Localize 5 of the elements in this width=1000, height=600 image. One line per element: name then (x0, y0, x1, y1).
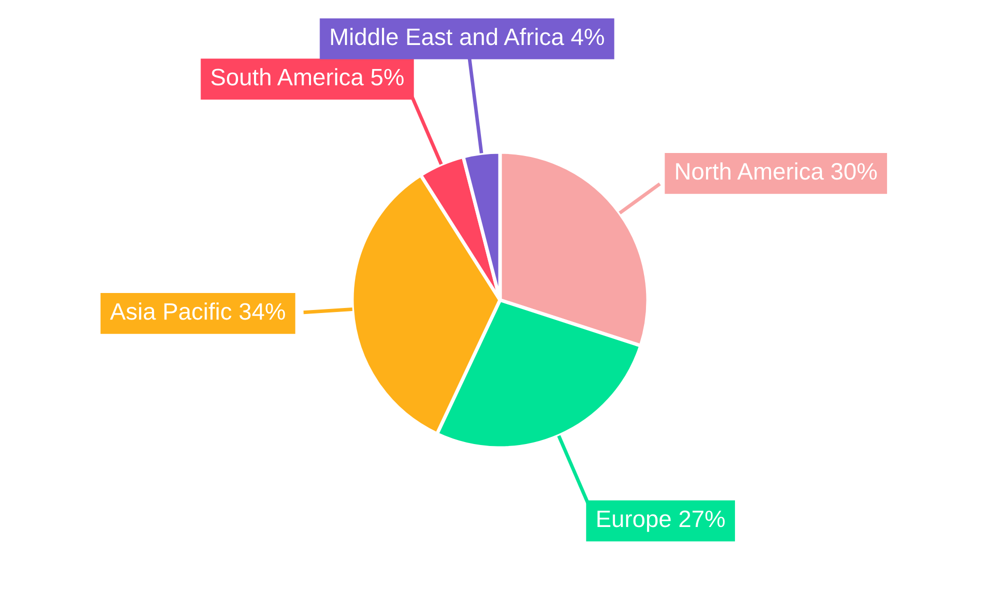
slice-label: South America 5% (211, 68, 404, 86)
slice-label: Europe 27% (598, 510, 725, 532)
slice-label: Middle East and Africa 4% (331, 28, 604, 46)
slice-label: Asia Pacific 34% (110, 302, 285, 320)
slice-label: North America 30% (676, 162, 877, 180)
